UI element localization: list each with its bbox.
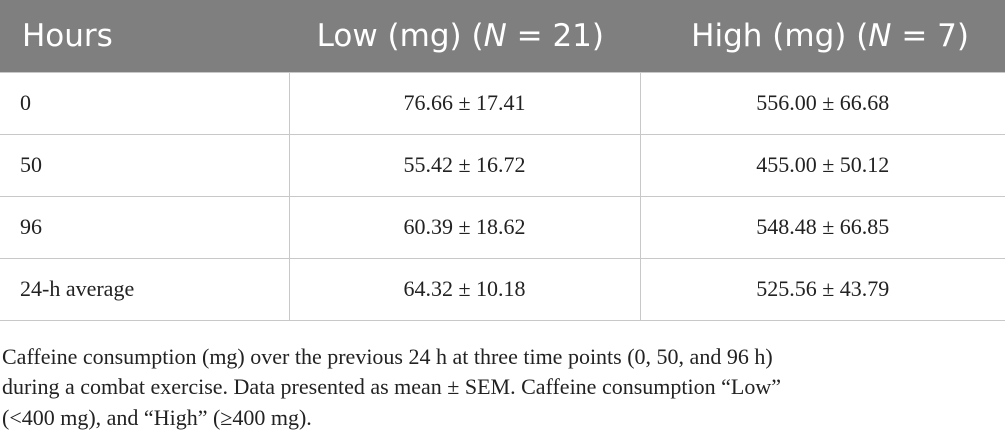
table-row: 24-h average 64.32 ± 10.18 525.56 ± 43.79 xyxy=(0,257,1005,321)
table-cell: 556.00 ± 66.68 xyxy=(639,71,1005,135)
header-text: Hours xyxy=(22,17,113,54)
table-cell: 548.48 ± 66.85 xyxy=(639,195,1005,259)
header-text: High (mg) ( xyxy=(691,17,869,54)
header-cell: Low (mg) (N = 21) xyxy=(289,0,640,72)
table-cell: 96 xyxy=(0,195,290,259)
table-cell: 55.42 ± 16.72 xyxy=(288,133,641,197)
header-text: = 21) xyxy=(506,17,604,54)
table-cell: 50 xyxy=(0,133,290,197)
table-cell: 455.00 ± 50.12 xyxy=(639,133,1005,197)
caption-line: Caffeine consumption (mg) over the previ… xyxy=(2,343,773,369)
caption: Caffeine consumption (mg) over the previ… xyxy=(2,342,1005,434)
header-text: N xyxy=(483,17,507,54)
header-text: N xyxy=(868,17,892,54)
data-table: Hours Low (mg) (N = 21) High (mg) (N = 7) … xyxy=(0,0,1005,321)
table-body: 0 76.66 ± 17.41 556.00 ± 66.68 50 55.42 ± 16… xyxy=(0,71,1005,321)
table-row: 50 55.42 ± 16.72 455.00 ± 50.12 xyxy=(0,133,1005,197)
caption-line: (<400 mg), and “High” (≥400 mg). xyxy=(2,404,312,430)
table-cell: 60.39 ± 18.62 xyxy=(288,195,641,259)
header-cell: Hours xyxy=(0,0,289,72)
table-row: 0 76.66 ± 17.41 556.00 ± 66.68 xyxy=(0,71,1005,135)
header-cell: High (mg) (N = 7) xyxy=(640,0,1005,72)
table-row: 96 60.39 ± 18.62 548.48 ± 66.85 xyxy=(0,195,1005,259)
table-cell: 64.32 ± 10.18 xyxy=(288,257,641,321)
table-cell: 76.66 ± 17.41 xyxy=(288,71,641,135)
header-text: = 7) xyxy=(891,17,969,54)
header-text: Low (mg) ( xyxy=(316,17,484,54)
caption-line: during a combat exercise. Data presented… xyxy=(2,374,781,399)
table-cell: 0 xyxy=(0,71,290,135)
table-cell: 525.56 ± 43.79 xyxy=(639,257,1005,321)
table-cell: 24-h average xyxy=(0,257,290,321)
header-row: Hours Low (mg) (N = 21) High (mg) (N = 7) xyxy=(0,0,1005,72)
